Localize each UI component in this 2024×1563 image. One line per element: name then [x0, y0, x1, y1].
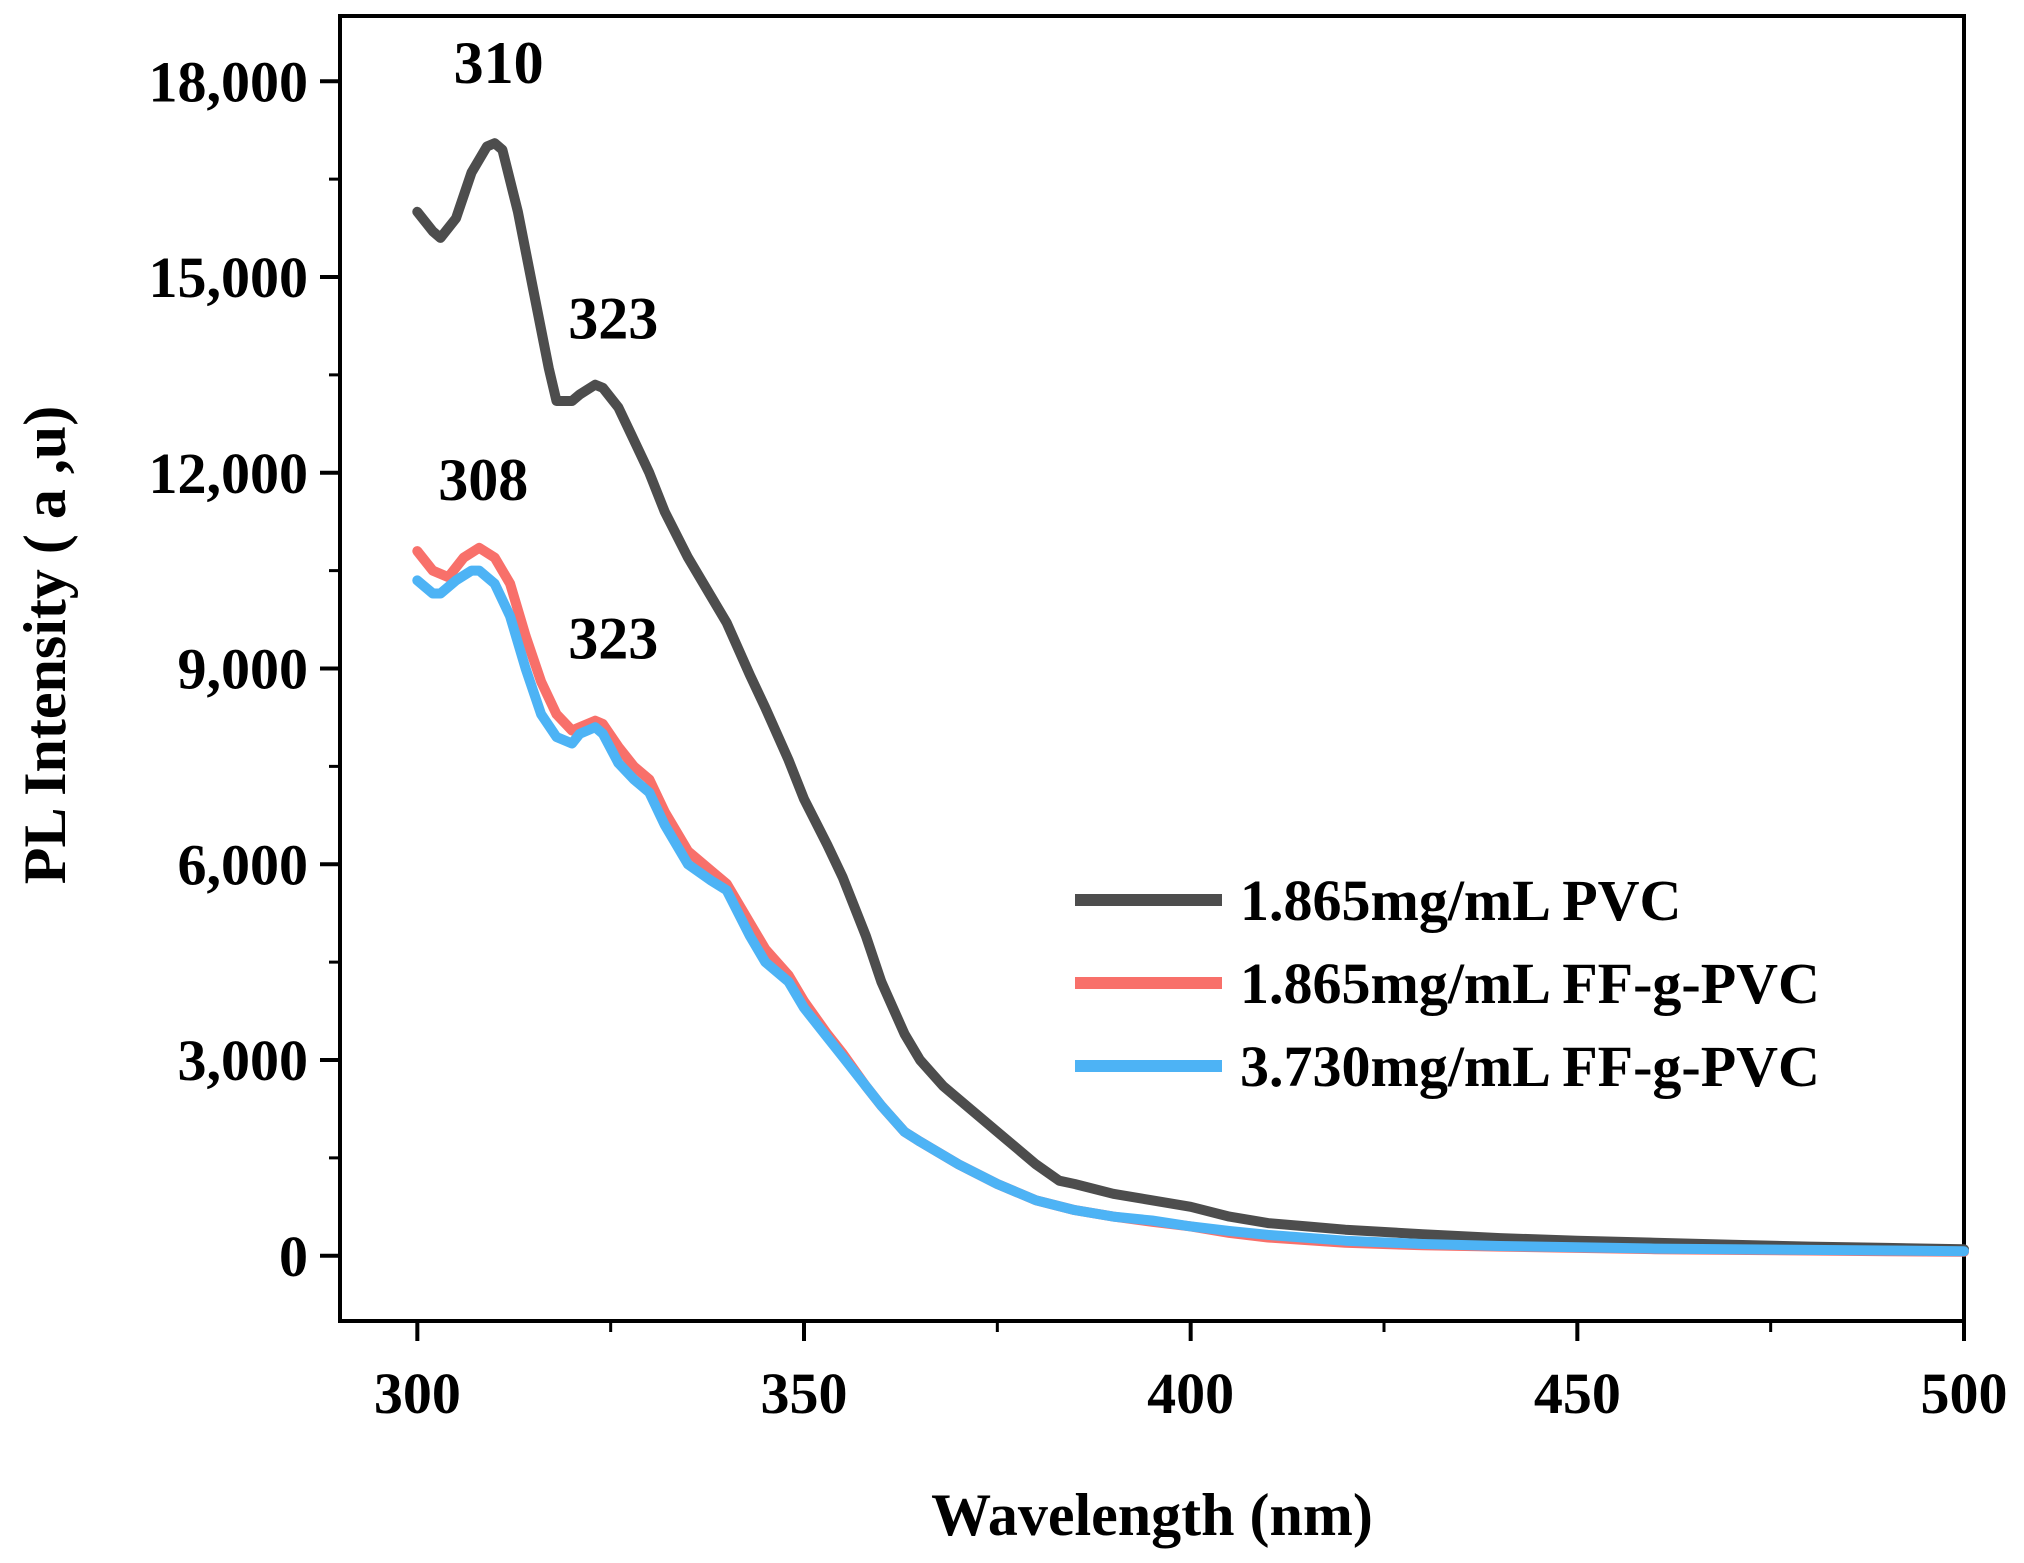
x-tick-label: 450	[1534, 1361, 1621, 1426]
peak-label: 323	[568, 606, 658, 672]
peak-label: 323	[568, 286, 658, 352]
y-tick-label: 0	[279, 1224, 308, 1289]
legend-label: 1.865mg/mL PVC	[1240, 868, 1681, 933]
y-tick-label: 6,000	[178, 832, 309, 897]
y-axis-title: PL Intensity ( a ,u)	[12, 406, 78, 884]
x-tick-label: 400	[1147, 1361, 1234, 1426]
x-tick-label: 300	[374, 1361, 461, 1426]
peak-label: 308	[438, 447, 528, 513]
y-tick-label: 15,000	[149, 245, 309, 310]
series-line-3	[412, 565, 1969, 1257]
peak-label: 310	[454, 30, 544, 96]
x-axis-title: Wavelength (nm)	[931, 1482, 1373, 1548]
x-tick-label: 500	[1921, 1361, 2008, 1426]
legend-label: 3.730mg/mL FF-g-PVC	[1240, 1034, 1820, 1099]
y-tick-label: 12,000	[149, 441, 309, 506]
legend-label: 1.865mg/mL FF-g-PVC	[1240, 951, 1820, 1016]
x-tick-label: 350	[761, 1361, 848, 1426]
y-tick-label: 9,000	[178, 637, 309, 702]
y-tick-label: 18,000	[149, 49, 309, 114]
y-tick-label: 3,000	[178, 1028, 309, 1093]
series-line-1	[412, 138, 1969, 1255]
